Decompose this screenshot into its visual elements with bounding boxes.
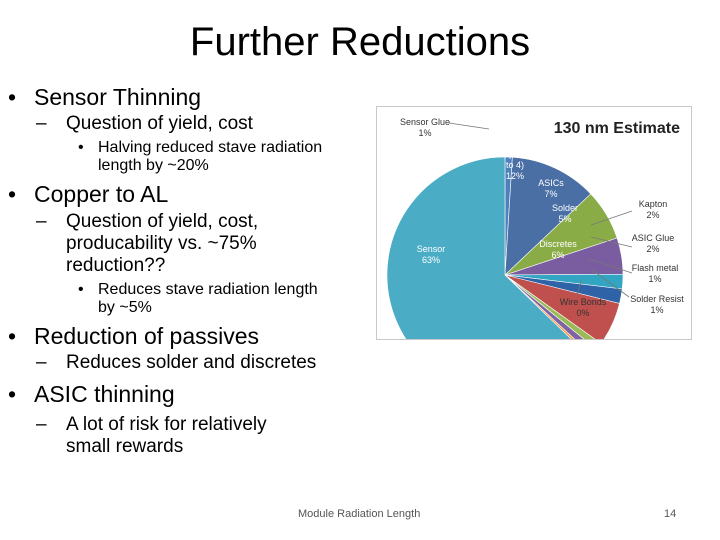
- bullet-text: Copper to AL: [34, 181, 169, 207]
- slice-label: ASIC Glue 2%: [632, 233, 675, 254]
- pie-slice-discretes: [504, 274, 620, 339]
- slide-title: Further Reductions: [189, 20, 531, 64]
- bullet-text: Halving reduced stave radiation: [98, 139, 323, 156]
- bullet-text: ASIC thinning: [34, 381, 175, 407]
- bullet-text: by ~5%: [98, 299, 152, 316]
- dash-marker: –: [36, 113, 47, 134]
- slice-label: ASICs 7%: [538, 178, 564, 199]
- bullet-marker: •: [8, 181, 17, 207]
- sub-bullet-solder-discretes: – Reduces solder and discretes: [36, 352, 316, 374]
- sub-bullet-producability: – Question of yield, cost, producability …: [36, 211, 258, 277]
- bullet-asic-thinning: • ASIC thinning: [8, 381, 175, 407]
- pie-chart: 130 nm Estimate Sensor Glue 1% Copper (L1 t…: [386, 117, 684, 339]
- bullet-reduction-passives: • Reduction of passives: [8, 323, 259, 349]
- leader-line: [448, 122, 490, 130]
- pie-slice-sensor: [386, 156, 572, 339]
- leader-line: [576, 278, 583, 296]
- dash-marker: –: [36, 414, 47, 435]
- leader-lines: [448, 122, 633, 298]
- slice-labels: Sensor Glue 1% Copper (L1 to 4) 12%ASICs 7% So…: [400, 117, 684, 318]
- slice-label: Sensor 63%: [417, 244, 446, 265]
- bullet-marker: •: [78, 281, 84, 298]
- bullet-sensor-thinning: • Sensor Thinning: [8, 84, 201, 110]
- footer-text: Module Radiation Length: [298, 508, 421, 520]
- pie-slice-copper-l1-to-4: [504, 156, 592, 276]
- bullet-marker: •: [8, 323, 17, 349]
- slice-label: Kapton 2%: [639, 199, 668, 220]
- detail-bullet-halving: • Halving reduced stave radiation length …: [78, 139, 322, 175]
- bullet-text: A lot of risk for relatively: [66, 414, 267, 435]
- dash-marker: –: [36, 211, 47, 232]
- dash-marker: –: [36, 352, 47, 373]
- leader-line: [590, 268, 630, 298]
- bullet-text: Question of yield, cost,: [66, 211, 259, 232]
- bullet-copper-to-al: • Copper to AL: [8, 181, 168, 207]
- detail-bullet-reduces-stave: • Reduces stave radiation length by ~5%: [78, 281, 318, 317]
- bullet-text: Sensor Thinning: [34, 84, 202, 110]
- page-number: 14: [664, 508, 677, 520]
- leader-line: [590, 210, 633, 226]
- bullet-text: Reduces stave radiation length: [98, 281, 318, 298]
- slice-label: Flash metal 1%: [632, 263, 679, 284]
- chart-title: 130 nm Estimate: [554, 120, 680, 137]
- pie-slice-flash-metal: [504, 274, 596, 339]
- sub-bullet-risk: – A lot of risk for relatively small rewa…: [36, 414, 267, 458]
- bullet-text: small rewards: [66, 436, 184, 457]
- bullet-text: reduction??: [66, 255, 166, 276]
- pie-chart-box: 130 nm Estimate Sensor Glue 1% Copper (L1 t…: [376, 106, 692, 340]
- pie-slice-solder-resist: [504, 274, 585, 339]
- bullet-text: length by ~20%: [98, 157, 209, 174]
- bullet-marker: •: [8, 381, 17, 407]
- pie-slices: [386, 156, 624, 339]
- leader-line: [590, 236, 633, 248]
- bullet-text: producability vs. ~75%: [66, 233, 257, 254]
- slice-label: Discretes 6%: [539, 239, 577, 260]
- bullet-text: Question of yield, cost: [66, 113, 253, 134]
- bullet-marker: •: [78, 139, 84, 156]
- slice-label: Wire Bonds 0%: [560, 297, 607, 318]
- bullet-text: Reduction of passives: [34, 323, 260, 349]
- slice-label: Solder Resist 1%: [630, 294, 684, 315]
- slice-label: Sensor Glue 1%: [400, 117, 450, 138]
- slice-label: Solder 5%: [552, 203, 578, 224]
- bullet-text: Reduces solder and discretes: [66, 352, 317, 373]
- sub-bullet-yield-cost: – Question of yield, cost: [36, 113, 253, 135]
- leader-line: [588, 258, 633, 274]
- slice-label: Copper (L1 to 4) 12%: [492, 149, 537, 181]
- bullet-marker: •: [8, 84, 17, 110]
